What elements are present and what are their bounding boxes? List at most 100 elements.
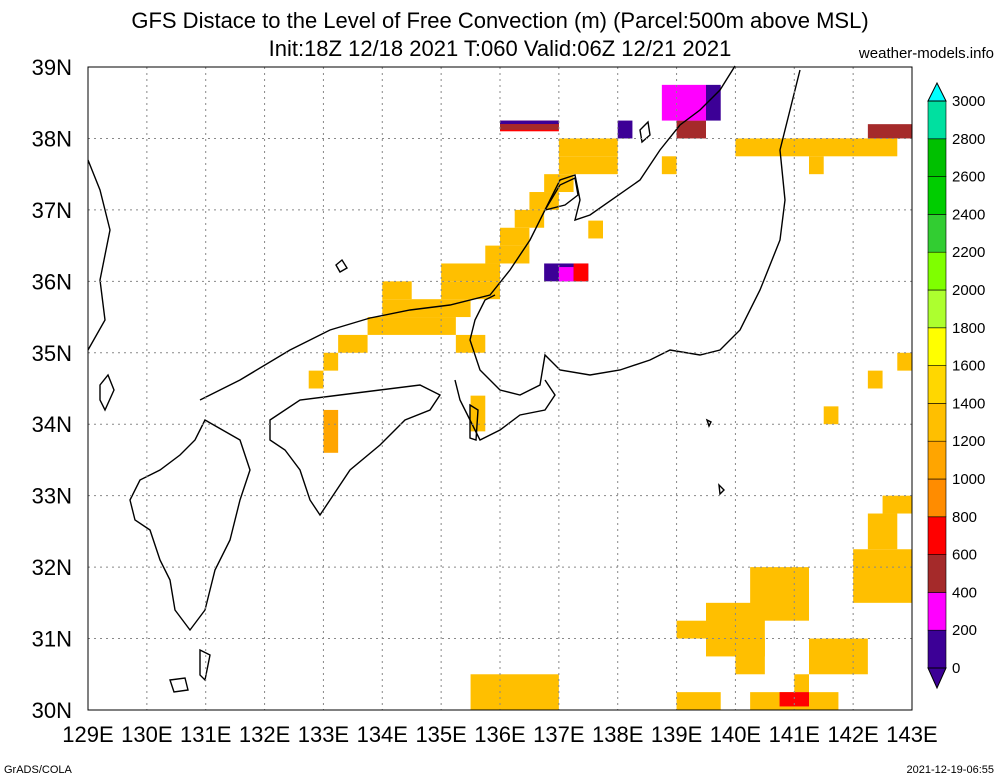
coastline-layer — [87, 65, 801, 693]
lat-tick-label: 36N — [32, 269, 72, 294]
lon-tick-label: 142E — [827, 722, 878, 747]
lat-tick-label: 35N — [32, 341, 72, 366]
colorbar-label: 2800 — [952, 131, 985, 148]
colorbar-segment — [927, 592, 947, 631]
field-cell — [779, 692, 809, 707]
colorbar-segment — [927, 478, 947, 518]
field-cell — [735, 138, 898, 157]
field-cell — [867, 513, 898, 550]
field-cell — [882, 495, 912, 514]
lat-tick-label: 32N — [32, 555, 72, 580]
lat-tick-label: 31N — [32, 627, 72, 652]
field-cell — [676, 120, 706, 139]
lon-tick-label: 138E — [592, 722, 643, 747]
field-cell — [867, 124, 912, 139]
lon-tick-label: 141E — [769, 722, 820, 747]
field-cell — [897, 352, 912, 371]
field-cell — [735, 638, 765, 675]
colorbar-segment — [927, 214, 947, 253]
coastline-honshu-east — [469, 69, 801, 396]
field-cell — [382, 281, 412, 300]
colorbar-segment — [927, 289, 947, 329]
field-cell — [853, 549, 912, 603]
coastline-kii — [454, 379, 556, 441]
field-cell — [470, 674, 559, 710]
colorbar-label: 1800 — [952, 320, 985, 337]
lat-tick-label: 34N — [32, 412, 72, 437]
lon-tick-label: 137E — [533, 722, 584, 747]
colorbar-segment — [927, 365, 947, 404]
footer-software: GrADS/COLA — [4, 764, 72, 776]
colorbar-segment — [927, 440, 947, 480]
coastline-awaji — [469, 403, 479, 441]
colorbar-label: 1200 — [952, 433, 985, 450]
field-cell — [500, 120, 559, 125]
field-layer — [308, 84, 912, 710]
colorbar-segment — [927, 327, 947, 366]
field-cell — [573, 263, 589, 282]
colorbar-label: 1000 — [952, 471, 985, 488]
lat-tick-label: 38N — [32, 126, 72, 151]
coastline-shikoku — [269, 384, 442, 517]
coastline-sado — [639, 120, 651, 144]
field-cell — [338, 334, 368, 353]
lon-tick-label: 130E — [121, 722, 172, 747]
coastline-izu-2 — [718, 483, 725, 496]
colorbar-label: 1400 — [952, 395, 985, 412]
colorbar-label: 600 — [952, 547, 977, 564]
lon-tick-label: 134E — [357, 722, 408, 747]
field-cell — [558, 267, 574, 282]
field-cell — [661, 156, 677, 175]
footer-timestamp: 2021-12-19-06:55 — [906, 764, 994, 776]
colorbar-label: 200 — [952, 622, 977, 639]
field-cell — [514, 209, 545, 228]
field-cell — [809, 638, 868, 675]
coastline-tanegashima — [199, 648, 211, 682]
coastline-oki — [335, 258, 348, 273]
lon-tick-label: 136E — [474, 722, 525, 747]
lon-tick-label: 139E — [651, 722, 702, 747]
field-cell — [308, 370, 324, 389]
coastline-korea — [87, 159, 111, 351]
colorbar-max-arrow — [927, 81, 947, 102]
lat-tick-label: 37N — [32, 198, 72, 223]
grid-layer — [88, 67, 912, 710]
colorbar-segment — [927, 629, 947, 669]
field-cell — [794, 674, 809, 693]
colorbar-segment — [927, 516, 947, 555]
colorbar-segment — [927, 403, 947, 442]
field-cell — [823, 406, 839, 425]
field-cell — [323, 409, 339, 453]
colorbar-segment — [927, 138, 947, 177]
field-cell — [500, 227, 530, 246]
lon-tick-label: 140E — [710, 722, 761, 747]
credit-text: weather-models.info — [858, 45, 994, 62]
coastline-izu-1 — [705, 418, 712, 428]
field-cell — [676, 692, 721, 710]
lon-tick-label: 133E — [298, 722, 349, 747]
lon-tick-label: 143E — [886, 722, 937, 747]
lon-tick-label: 132E — [239, 722, 290, 747]
tick-layer: 129E 130E 131E 132E 133E 134E 135E 136E 137E 138E… — [32, 55, 938, 747]
colorbar-label: 800 — [952, 509, 977, 526]
lat-tick-label: 30N — [32, 698, 72, 723]
map-frame — [87, 66, 913, 711]
field-cell — [558, 156, 618, 175]
field-cell — [441, 263, 500, 282]
lat-tick-label: 33N — [32, 484, 72, 509]
lon-tick-label: 131E — [180, 722, 231, 747]
field-cell — [500, 124, 559, 130]
coastline-kyushu — [129, 419, 251, 632]
colorbar-label: 2600 — [952, 169, 985, 186]
colorbar: 0 200 400 600 800 1000 1200 1400 1600 1800 2000 220… — [927, 81, 985, 690]
field-cell — [617, 120, 633, 139]
field-cell — [867, 370, 883, 389]
colorbar-label: 400 — [952, 584, 977, 601]
field-cell — [367, 317, 456, 335]
colorbar-segment — [927, 251, 947, 291]
colorbar-label: 2000 — [952, 282, 985, 299]
field-cell — [588, 220, 603, 239]
coastline-honshu-north — [199, 65, 736, 401]
field-cell — [809, 156, 824, 175]
colorbar-min-arrow — [927, 667, 947, 690]
